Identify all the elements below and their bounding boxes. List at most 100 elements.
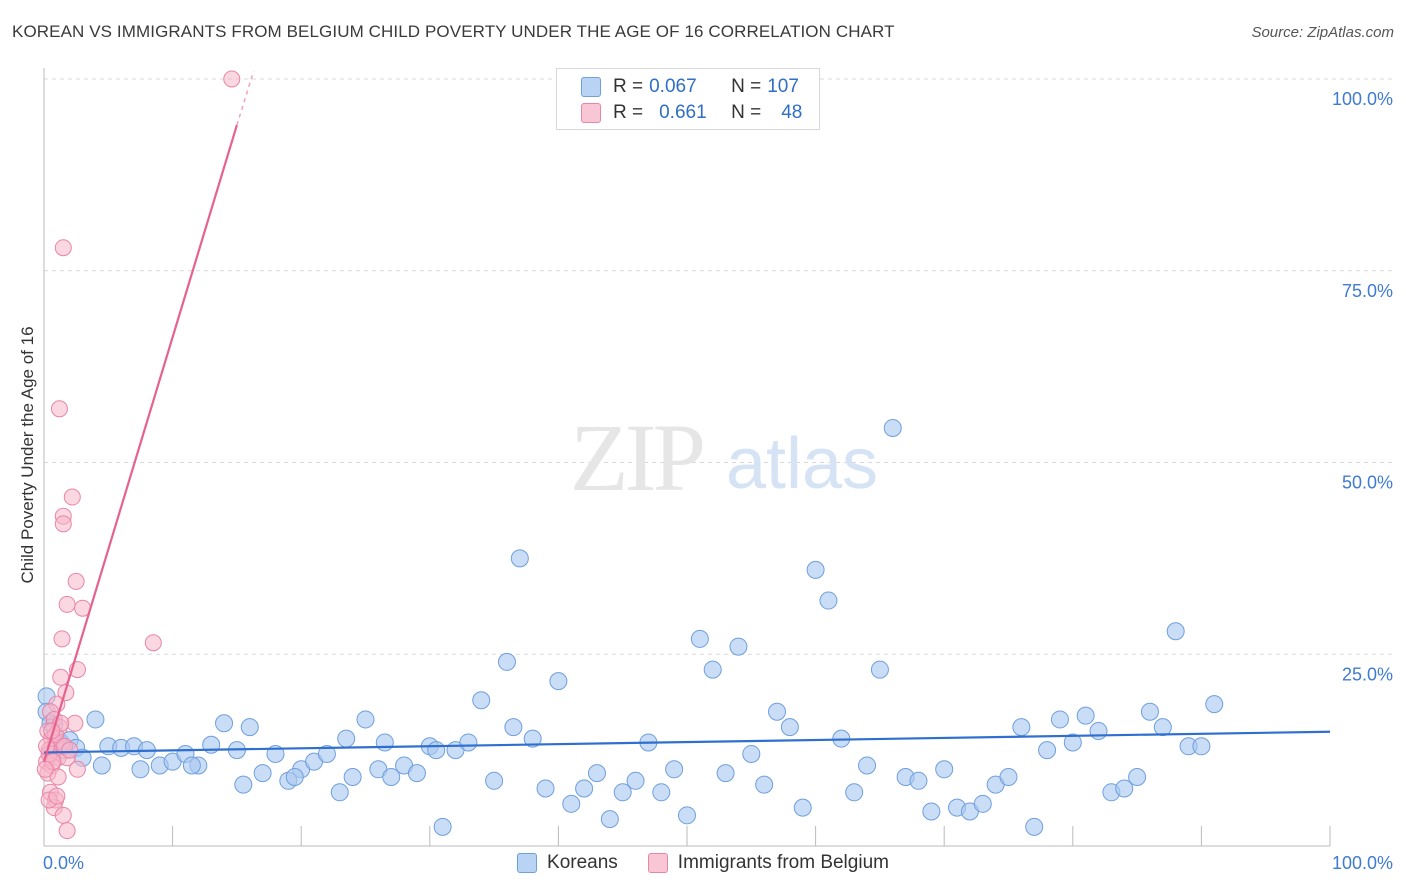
y-tick-label: 75.0% [1342, 281, 1393, 301]
point-koreans [780, 718, 799, 737]
point-belgium [223, 70, 241, 88]
point-koreans [1063, 733, 1082, 752]
point-koreans [375, 733, 394, 752]
y-tick-label: 50.0% [1342, 473, 1393, 493]
point-koreans [1140, 702, 1159, 721]
trendline-koreans [43, 730, 1331, 754]
point-koreans [819, 591, 838, 610]
point-belgium [58, 822, 76, 840]
point-belgium [61, 741, 79, 759]
point-koreans [883, 418, 902, 437]
point-koreans [613, 783, 632, 802]
point-koreans [433, 817, 452, 836]
point-belgium [63, 488, 81, 506]
source-label: Source: ZipAtlas.com [1251, 24, 1394, 41]
legend-label-belgium: Immigrants from Belgium [677, 852, 889, 873]
point-koreans [497, 652, 516, 671]
point-koreans [523, 729, 542, 748]
legend-item-belgium[interactable]: Immigrants from Belgium [647, 852, 889, 874]
point-koreans [92, 756, 111, 775]
legend-n-value: 107 [767, 76, 799, 97]
point-koreans [1115, 779, 1134, 798]
point-belgium [50, 400, 68, 418]
point-koreans [240, 718, 259, 737]
correlation-legend: R = 0.067 N = 107 R = 0.661 N = 48 [556, 68, 820, 130]
point-koreans [652, 783, 671, 802]
tick-labels: 25.0% 50.0% 75.0% 100.0% 0.0% 100.0% [43, 89, 1393, 873]
point-koreans [337, 729, 356, 748]
trendline-belgium [42, 124, 238, 762]
point-koreans [382, 767, 401, 786]
watermark: ZIP atlas [570, 404, 878, 511]
point-koreans [285, 767, 304, 786]
legend-n-label: N = [731, 76, 762, 97]
point-koreans [1153, 718, 1172, 737]
point-koreans [1205, 695, 1224, 714]
point-koreans [600, 810, 619, 829]
point-belgium [52, 668, 70, 686]
point-belgium [66, 714, 84, 732]
legend-row-koreans: R = 0.067 N = 107 [581, 74, 799, 100]
point-koreans [690, 629, 709, 648]
point-belgium [49, 768, 67, 786]
point-koreans [755, 775, 774, 794]
point-belgium [36, 760, 54, 778]
point-koreans [562, 794, 581, 813]
y-axis-label: Child Poverty Under the Age of 16 [18, 326, 37, 584]
point-koreans [793, 798, 812, 817]
point-koreans [427, 741, 446, 760]
point-koreans [999, 767, 1018, 786]
watermark-zip: ZIP [570, 404, 703, 511]
point-koreans [909, 771, 928, 790]
point-koreans [1025, 817, 1044, 836]
point-koreans [703, 660, 722, 679]
point-koreans [234, 775, 253, 794]
point-koreans [510, 549, 529, 568]
point-koreans [1076, 706, 1095, 725]
legend-r-value: 0.661 [659, 102, 707, 123]
point-koreans [742, 744, 761, 763]
point-koreans [86, 710, 105, 729]
point-koreans [182, 756, 201, 775]
point-belgium [144, 634, 162, 652]
x-tick-label-min: 0.0% [43, 853, 84, 873]
point-koreans [330, 783, 349, 802]
point-koreans [343, 767, 362, 786]
point-koreans [472, 691, 491, 710]
point-koreans [253, 764, 272, 783]
point-koreans [1050, 710, 1069, 729]
point-belgium [67, 572, 85, 590]
axes [43, 68, 1331, 847]
point-koreans [626, 771, 645, 790]
point-koreans [131, 760, 150, 779]
y-tick-label: 25.0% [1342, 664, 1393, 684]
grid-lines [44, 78, 1392, 655]
legend-n-value: 48 [781, 102, 803, 123]
legend-r-value: 0.067 [649, 76, 697, 97]
point-koreans [1089, 721, 1108, 740]
point-koreans [1128, 767, 1147, 786]
point-koreans [716, 764, 735, 783]
trendline-belgium-extension [236, 71, 255, 126]
point-koreans [407, 764, 426, 783]
point-koreans [575, 779, 594, 798]
point-koreans [973, 794, 992, 813]
series-belgium [36, 70, 241, 840]
point-koreans [587, 764, 606, 783]
legend-item-koreans[interactable]: Koreans [517, 852, 618, 874]
point-koreans [922, 802, 941, 821]
watermark-atlas: atlas [726, 424, 878, 504]
chart-title: KOREAN VS IMMIGRANTS FROM BELGIUM CHILD … [12, 22, 895, 41]
trend-lines [42, 71, 1331, 762]
legend-r-label: R = [613, 102, 644, 123]
point-belgium [48, 787, 66, 805]
y-tick-label: 100.0% [1332, 89, 1393, 109]
point-belgium [54, 239, 72, 257]
legend-label-koreans: Koreans [547, 852, 618, 873]
legend-swatch-belgium [581, 103, 601, 123]
point-belgium [68, 760, 86, 778]
point-koreans [215, 714, 234, 733]
point-koreans [806, 560, 825, 579]
legend-r-label: R = [613, 76, 644, 97]
